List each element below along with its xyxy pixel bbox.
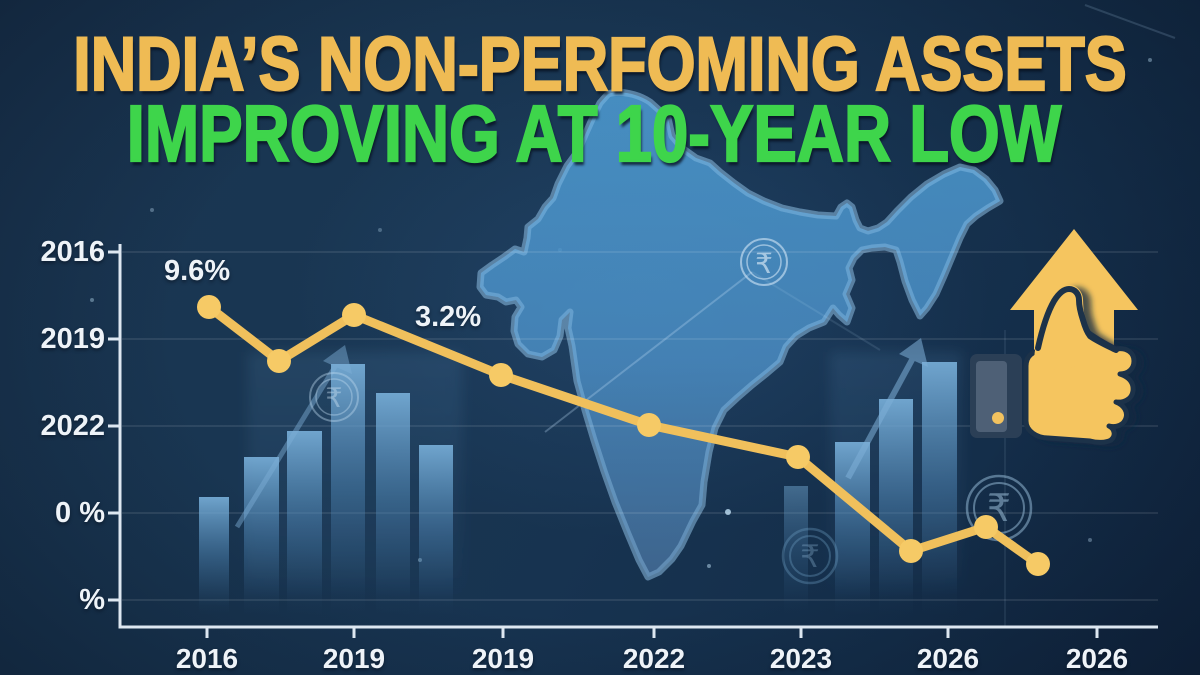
svg-text:₹: ₹ (800, 539, 820, 574)
svg-text:₹: ₹ (325, 383, 342, 413)
svg-text:₹: ₹ (755, 248, 773, 279)
